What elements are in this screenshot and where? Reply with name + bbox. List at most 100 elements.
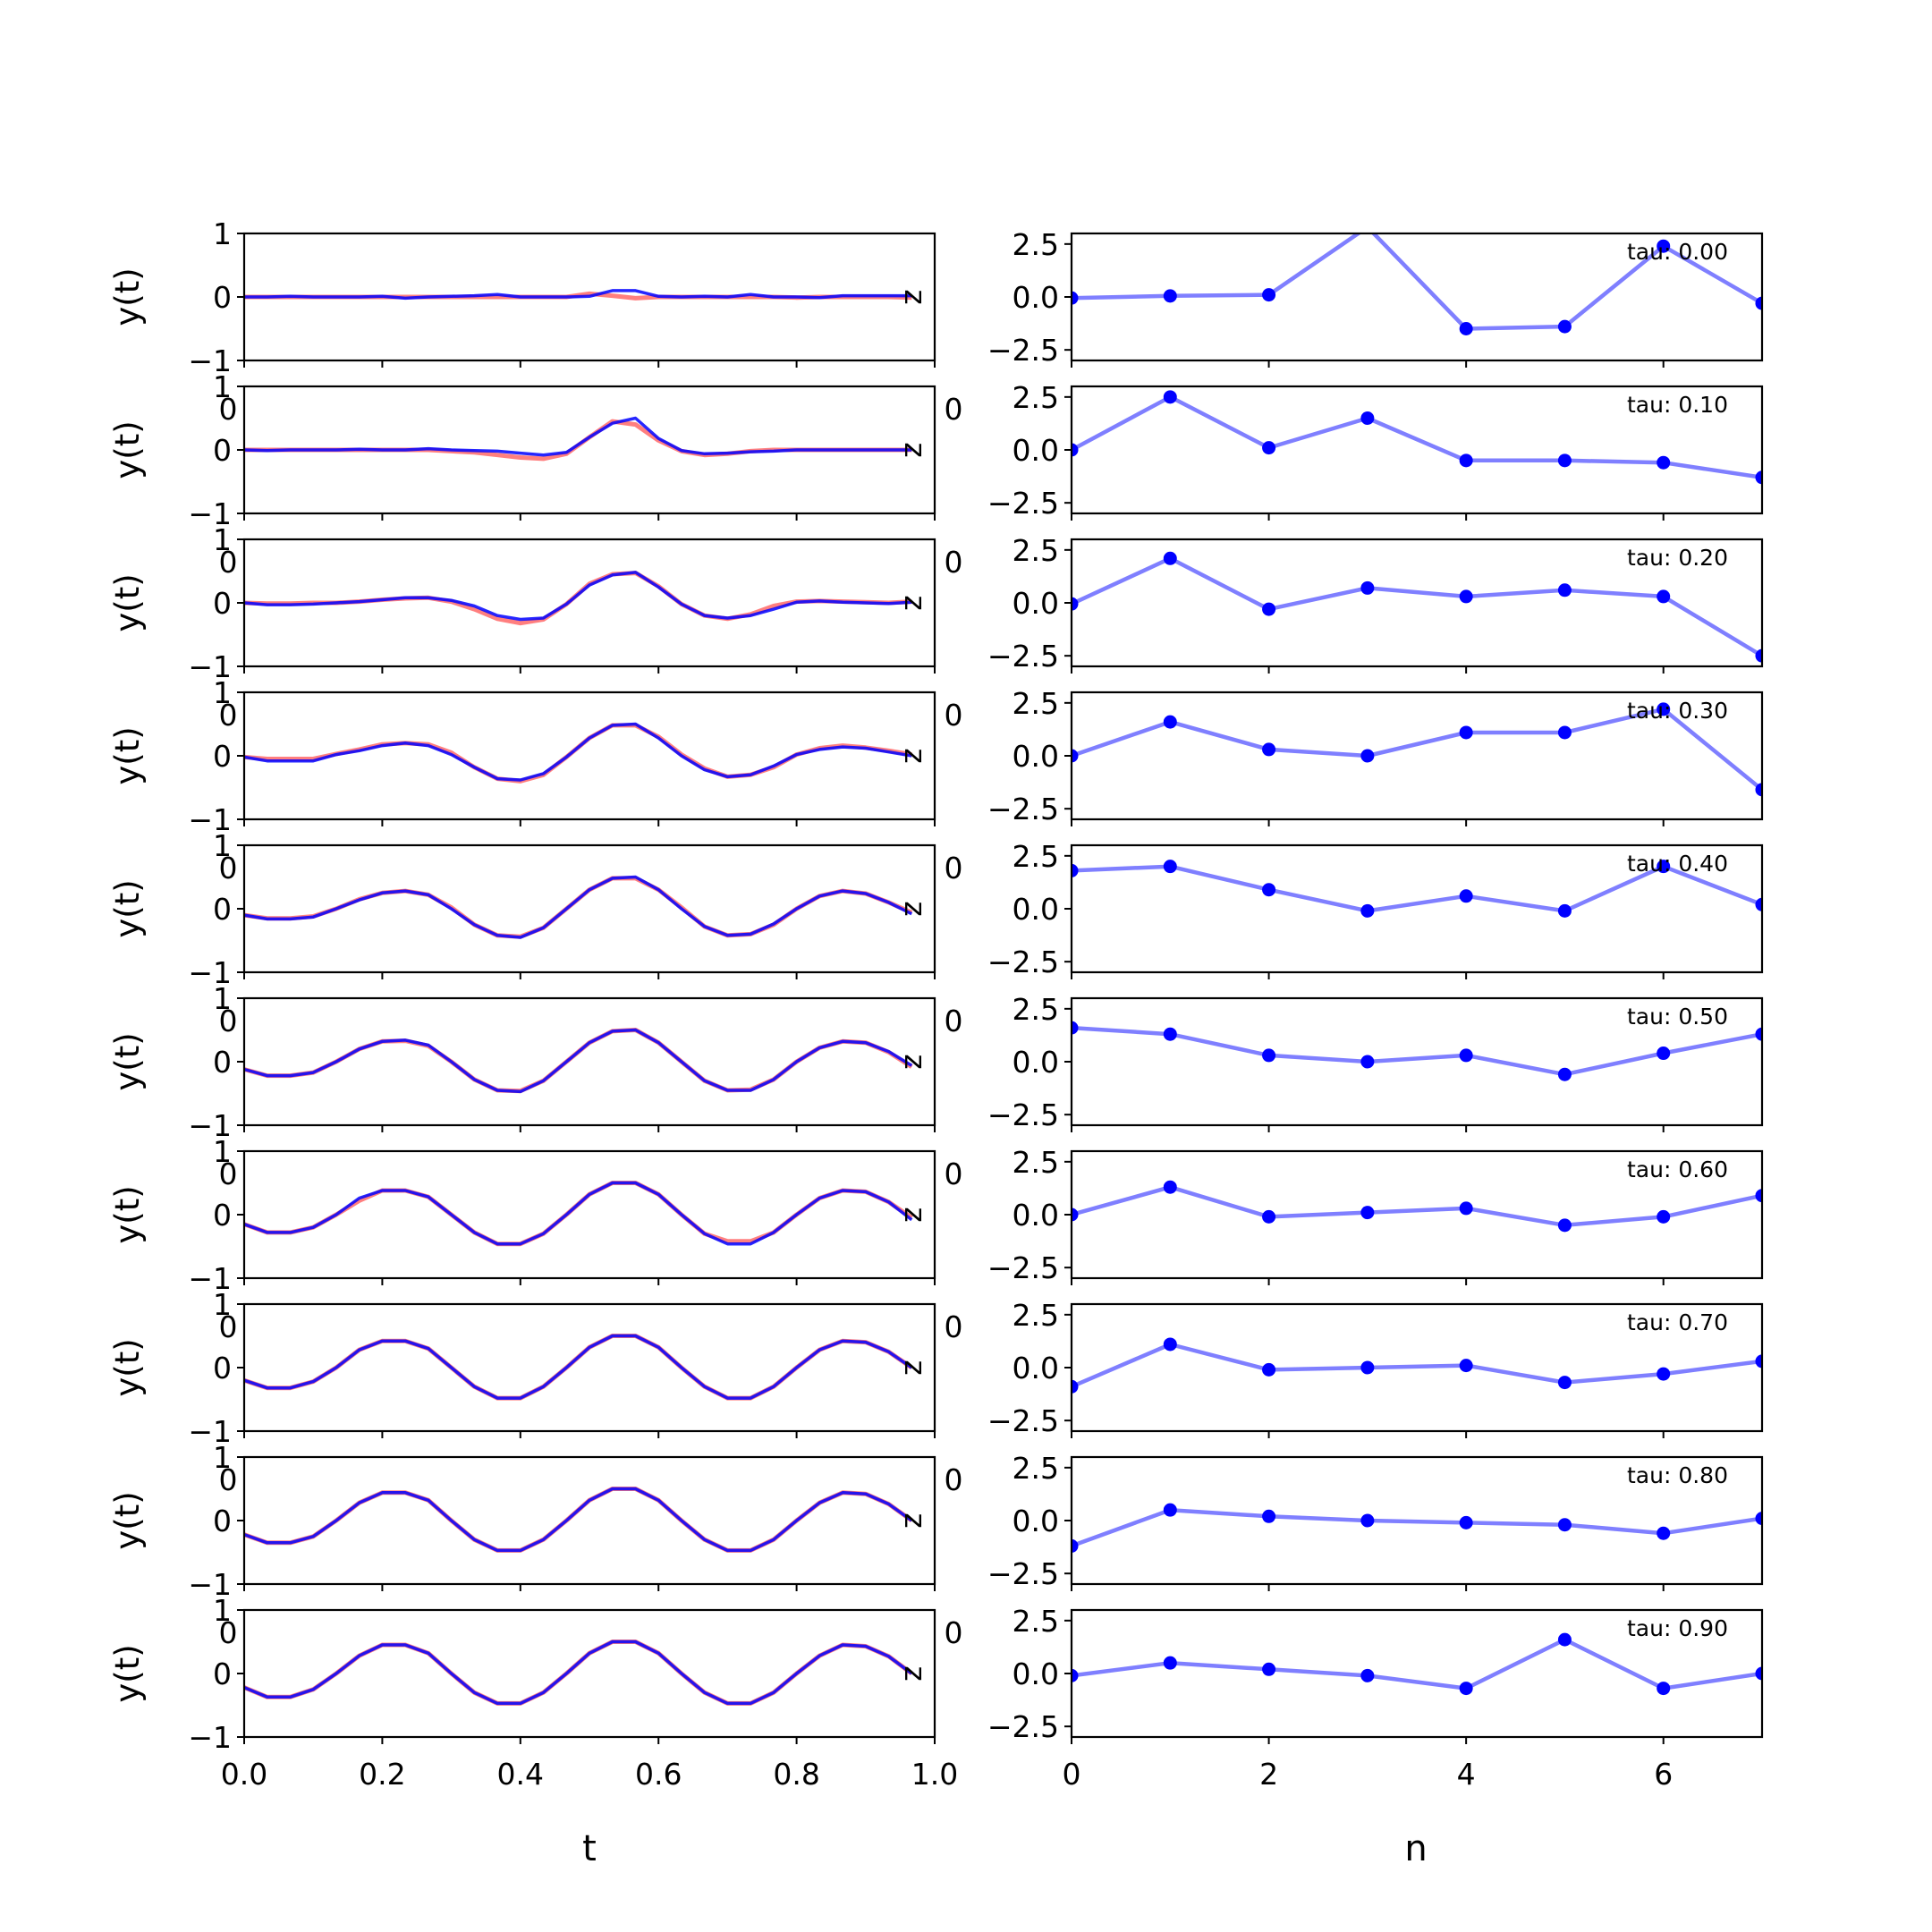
- coefficient-plot-area: [1072, 1180, 1762, 1233]
- y-tick-label: 1: [213, 369, 232, 404]
- y-tick-label: −2.5: [987, 1556, 1059, 1591]
- stray-zero-label: 0: [219, 698, 238, 733]
- y-tick-label: 1: [213, 828, 232, 863]
- coefficient-point: [1755, 1189, 1762, 1203]
- stray-zero-label: 0: [945, 1309, 963, 1344]
- coefficient-point: [1459, 453, 1473, 468]
- coefficient-point: [1262, 1209, 1276, 1224]
- coefficient-point: [1072, 1668, 1079, 1682]
- coefficient-point: [1557, 1218, 1572, 1233]
- y-tick-label: 0.0: [1013, 1198, 1059, 1233]
- stray-z-label: z: [898, 595, 933, 610]
- tau-annotation-label: tau: 0.90: [1627, 1615, 1728, 1641]
- y-tick-label: 2.5: [1013, 533, 1059, 568]
- y-tick-label: 0: [213, 892, 232, 927]
- left-panel-tau-0.50: 10−1y(t) z0 0: [108, 981, 963, 1143]
- y-tick-label: 0.0: [1013, 433, 1059, 468]
- coefficient-series-line: [1072, 1025, 1762, 1077]
- x-tick-label: 0.0: [221, 1757, 267, 1792]
- coefficient-series-line: [1072, 864, 1762, 913]
- coefficient-plot-area: [1072, 1503, 1762, 1553]
- coefficient-point: [1360, 580, 1375, 595]
- y-tick-label: 0: [213, 1198, 232, 1233]
- stray-zero-label: 0: [945, 1462, 963, 1497]
- stray-zero-label: 0: [219, 1615, 238, 1650]
- coefficient-point: [1557, 319, 1572, 334]
- coefficient-point: [1163, 860, 1177, 874]
- coefficient-point: [1755, 648, 1762, 663]
- tau-annotation-label: tau: 0.20: [1627, 545, 1728, 571]
- stray-zero-label: 0: [945, 851, 963, 886]
- coefficient-point: [1072, 443, 1079, 457]
- coefficient-point: [1262, 1662, 1276, 1676]
- coefficient-point: [1262, 1509, 1276, 1523]
- stray-z-label: z: [898, 901, 933, 916]
- coefficient-point: [1072, 1021, 1079, 1035]
- y-tick-label: 1: [213, 522, 232, 557]
- x-tick-label: 0.2: [359, 1757, 405, 1792]
- y-tick-label: −1: [188, 343, 232, 378]
- x-tick-label: 0.4: [497, 1757, 544, 1792]
- stray-zero-label: 0: [219, 1004, 238, 1038]
- y-tick-label: 1: [213, 1593, 232, 1628]
- stray-zero-label: 0: [219, 545, 238, 580]
- coefficient-point: [1459, 725, 1473, 740]
- tau-annotation-label: tau: 0.70: [1627, 1309, 1728, 1335]
- y-tick-label: 0.0: [1013, 1045, 1059, 1080]
- y-tick-label: −1: [188, 1261, 232, 1296]
- y-axis-label: y(t): [108, 267, 147, 326]
- coefficient-plot-area: [1072, 233, 1762, 335]
- reconstruction-series-line: [243, 722, 912, 782]
- reconstruction-series-line: [243, 875, 913, 939]
- coefficient-plot-area: [1072, 1632, 1762, 1696]
- y-tick-label: −2.5: [987, 792, 1059, 826]
- right-x-axis-label: n: [1404, 1828, 1427, 1869]
- left-panel-tau-0.20: 10−1y(t) z0 0: [108, 522, 963, 684]
- stray-zero-label: 0: [945, 1004, 963, 1038]
- y-tick-label: 1: [213, 1287, 232, 1322]
- reconstruction-series-line: [243, 416, 912, 457]
- stray-z-label: z: [898, 748, 933, 763]
- coefficient-point: [1557, 725, 1572, 740]
- reconstruction-series-line: [244, 289, 912, 301]
- left-panel-tau-0.60: 10−1y(t) z0 0: [108, 1134, 963, 1296]
- stray-zero-label: 0: [945, 1615, 963, 1650]
- right-panel-tau-0.30: 2.5 0.0 −2.5 tau: 0.30: [987, 686, 1764, 826]
- coefficient-point: [1072, 863, 1079, 877]
- tau-annotation-label: tau: 0.40: [1627, 851, 1728, 877]
- y-tick-label: 0: [213, 739, 232, 774]
- stray-zero-label: 0: [219, 1462, 238, 1497]
- x-tick-label: 0: [1063, 1757, 1081, 1792]
- coefficient-point: [1072, 597, 1079, 611]
- coefficient-plot-area: [1072, 702, 1762, 797]
- coefficient-point: [1459, 1048, 1473, 1063]
- y-tick-label: −2.5: [987, 945, 1059, 979]
- x-tick-label: 6: [1654, 1757, 1673, 1792]
- coefficient-point: [1657, 1367, 1671, 1381]
- x-tick-label: 1.0: [911, 1757, 958, 1792]
- y-tick-label: 0.0: [1013, 739, 1059, 774]
- left-panel-tau-0.10: 10−1y(t) z0 0: [108, 369, 963, 531]
- coefficient-point: [1360, 1206, 1375, 1220]
- y-axis-label: y(t): [108, 1032, 147, 1090]
- y-tick-label: 0: [213, 1657, 232, 1691]
- coefficient-point: [1262, 1362, 1276, 1377]
- coefficient-point: [1360, 411, 1375, 425]
- right-panel-tau-0.10: 2.5 0.0 −2.5 tau: 0.10: [987, 380, 1764, 521]
- coefficient-point: [1459, 889, 1473, 903]
- coefficient-point: [1072, 1538, 1079, 1553]
- y-axis-label: y(t): [108, 1338, 147, 1396]
- coefficient-point: [1755, 897, 1762, 911]
- left-panel-tau-0.30: 10−1y(t) z0 0: [108, 675, 963, 837]
- right-panel-tau-0.00: 2.5 0.0 −2.5 tau: 0.00: [987, 227, 1764, 368]
- stray-z-label: z: [898, 1207, 933, 1222]
- y-tick-label: 2.5: [1013, 992, 1059, 1027]
- y-tick-label: 0: [213, 1351, 232, 1385]
- y-tick-label: −2.5: [987, 1097, 1059, 1132]
- y-tick-label: 2.5: [1013, 1145, 1059, 1180]
- coefficient-point: [1657, 1682, 1671, 1696]
- coefficient-point: [1262, 742, 1276, 757]
- coefficient-point: [1360, 903, 1375, 918]
- y-tick-label: 2.5: [1013, 839, 1059, 874]
